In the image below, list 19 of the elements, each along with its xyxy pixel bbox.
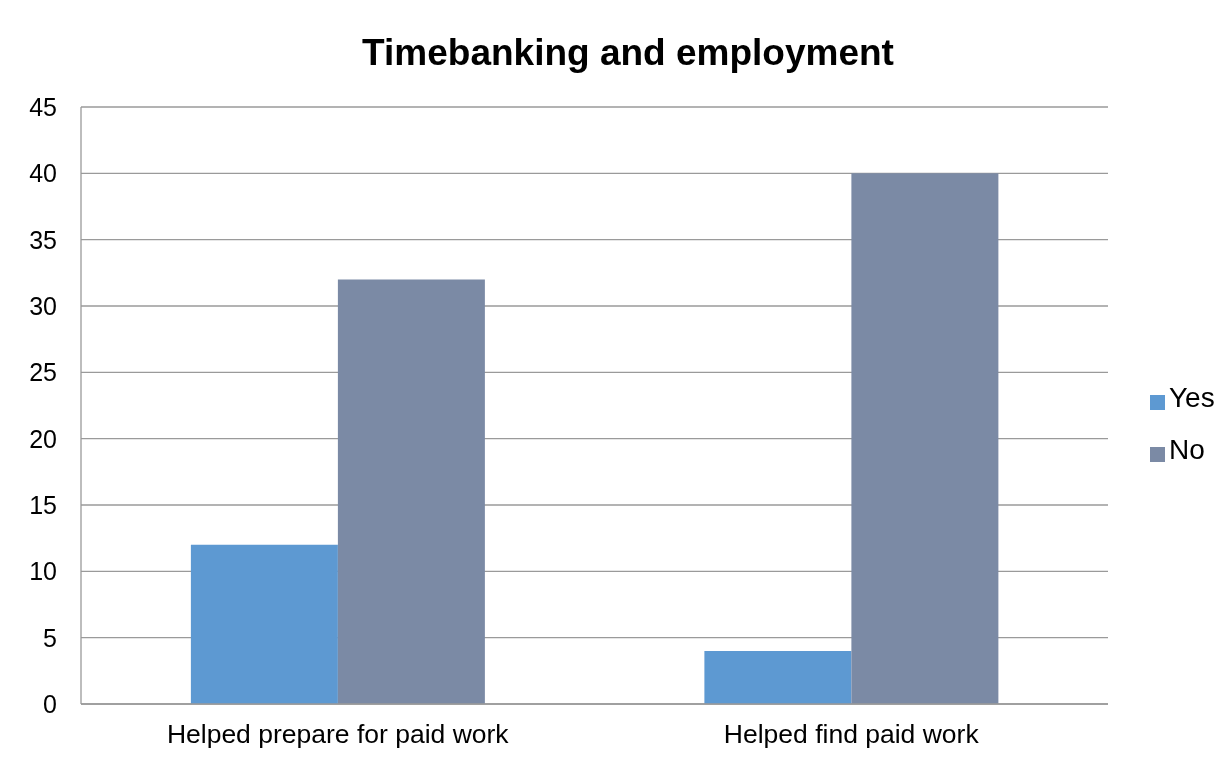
x-tick-label: Helped find paid work	[723, 718, 980, 749]
y-tick-label: 15	[29, 490, 57, 519]
bar	[337, 279, 485, 704]
y-tick-label: 35	[29, 225, 57, 254]
bar	[851, 173, 999, 704]
chart-title: Timebanking and employment	[361, 32, 895, 74]
y-tick-label: 30	[29, 291, 57, 320]
bar	[704, 650, 852, 704]
x-tick-label: Helped prepare for paid work	[166, 718, 510, 749]
y-tick-label: 40	[29, 159, 57, 188]
legend-label: Yes	[1169, 382, 1215, 413]
y-tick-label: 45	[29, 92, 57, 121]
y-tick-label: 5	[43, 623, 57, 652]
legend-label: No	[1169, 434, 1205, 465]
y-tick-label: 20	[29, 424, 57, 453]
y-tick-label: 10	[29, 557, 57, 586]
y-tick-label: 25	[29, 358, 57, 387]
bar	[190, 544, 338, 704]
y-tick-label: 0	[43, 689, 57, 718]
